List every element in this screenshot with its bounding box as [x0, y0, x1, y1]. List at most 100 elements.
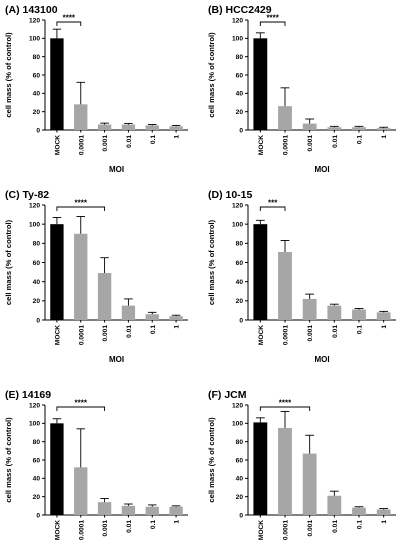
x-tick-label: 0.0001: [78, 325, 85, 346]
y-tick-label: 20: [33, 298, 41, 305]
panel-title: (F) JCM: [208, 389, 247, 401]
significance-bracket: [56, 406, 106, 411]
bar: [169, 126, 183, 130]
y-tick-label: 100: [232, 421, 243, 428]
y-tick-label: 80: [236, 54, 244, 61]
x-tick-label: 0.01: [332, 325, 339, 338]
x-tick-label: 0.1: [150, 520, 157, 529]
y-tick-label: 20: [33, 109, 41, 116]
bar: [376, 312, 391, 320]
significance-label: ***: [268, 199, 278, 208]
panel-title: (E) 14169: [5, 389, 51, 401]
y-tick-label: 60: [33, 72, 41, 79]
x-tick-label: 0.001: [102, 325, 109, 342]
y-tick-label: 80: [236, 439, 244, 446]
y-axis-label: cell mass (% of control): [207, 32, 216, 118]
chart-panel: (F) JCM cell mass (% of control) 0 20 40 60 80…: [207, 389, 396, 541]
y-tick-label: 100: [29, 36, 40, 43]
y-tick-label: 120: [29, 202, 40, 209]
bar: [278, 427, 292, 515]
x-tick-label: 0.001: [307, 325, 314, 342]
bar: [121, 124, 136, 130]
x-tick-label: 0.001: [102, 520, 109, 537]
x-tick-label: 0.0001: [283, 520, 290, 541]
y-tick-label: 60: [33, 260, 41, 267]
y-tick-label: 100: [29, 221, 40, 228]
y-tick-label: 20: [236, 109, 244, 116]
y-tick-label: 40: [236, 91, 244, 98]
y-tick-label: 80: [33, 439, 41, 446]
bar: [74, 233, 88, 320]
x-axis-label: MOI: [109, 165, 124, 174]
x-tick-label: 1: [381, 520, 388, 524]
y-axis-label: cell mass (% of control): [4, 219, 13, 305]
x-tick-label: 1: [174, 520, 181, 524]
bar: [302, 298, 317, 320]
bar: [327, 495, 342, 515]
y-tick-label: 0: [239, 512, 243, 519]
x-tick-label: MOCK: [54, 520, 61, 540]
y-tick-label: 0: [239, 127, 243, 134]
y-tick-label: 80: [33, 54, 41, 61]
y-tick-label: 20: [33, 494, 41, 501]
x-tick-label: MOCK: [54, 325, 61, 345]
chart-panel: (E) 14169 cell mass (% of control) 0 20 40 60…: [4, 389, 188, 541]
bar: [74, 104, 88, 130]
bar: [352, 127, 366, 130]
y-axis-label: cell mass (% of control): [4, 417, 13, 503]
x-tick-label: 1: [174, 135, 181, 139]
bar: [74, 467, 88, 515]
x-tick-label: 0.0001: [78, 520, 85, 541]
bar: [278, 106, 292, 130]
chart-panel: (C) Ty-82 cell mass (% of control) 0 20 40 60…: [4, 189, 188, 364]
y-tick-label: 80: [33, 241, 41, 248]
significance-bracket: [259, 206, 286, 211]
x-tick-label: MOCK: [258, 325, 265, 345]
x-tick-label: 0.0001: [283, 135, 290, 156]
bar: [145, 314, 159, 320]
significance-label: ****: [75, 199, 88, 208]
x-tick-label: MOCK: [258, 135, 265, 155]
x-tick-label: 0.1: [357, 520, 364, 529]
significance-label: ****: [63, 14, 76, 23]
x-tick-label: 0.1: [357, 325, 364, 334]
y-axis-label: cell mass (% of control): [4, 32, 13, 118]
y-tick-label: 120: [232, 17, 243, 24]
x-tick-label: MOCK: [258, 520, 265, 540]
bar: [352, 309, 366, 320]
y-tick-label: 60: [33, 457, 41, 464]
chart-panel: (D) 10-15 cell mass (% of control) 0 20 40 60…: [207, 189, 396, 364]
bar: [169, 506, 183, 515]
bar: [278, 251, 292, 320]
bar: [121, 305, 136, 320]
panel-title: (D) 10-15: [208, 189, 253, 201]
x-axis-label: MOI: [314, 165, 329, 174]
x-tick-label: 0.0001: [283, 325, 290, 346]
chart-panel: (B) HCC2429 cell mass (% of control) 0 20 40…: [207, 4, 396, 174]
panel-title: (B) HCC2429: [208, 4, 272, 16]
y-tick-label: 100: [232, 221, 243, 228]
bar: [50, 423, 64, 515]
x-axis-label: MOI: [109, 355, 124, 364]
bar: [253, 422, 268, 515]
y-tick-label: 60: [236, 457, 244, 464]
y-tick-label: 80: [236, 241, 244, 248]
bar: [376, 128, 391, 130]
bar: [97, 502, 112, 515]
y-tick-label: 120: [29, 402, 40, 409]
bar: [50, 38, 64, 131]
x-tick-label: 0.01: [126, 135, 133, 148]
y-tick-label: 0: [36, 317, 40, 324]
chart-panel: (A) 143100 cell mass (% of control) 0 20 40 6…: [4, 4, 188, 174]
x-tick-label: 0.1: [357, 135, 364, 144]
bar: [253, 38, 268, 131]
bar: [376, 509, 391, 515]
y-axis-label: cell mass (% of control): [207, 417, 216, 503]
x-tick-label: 1: [381, 135, 388, 139]
x-tick-label: MOCK: [54, 135, 61, 155]
x-tick-label: 0.01: [332, 520, 339, 533]
y-tick-label: 40: [33, 279, 41, 286]
significance-bracket: [259, 21, 286, 26]
y-tick-label: 120: [232, 402, 243, 409]
